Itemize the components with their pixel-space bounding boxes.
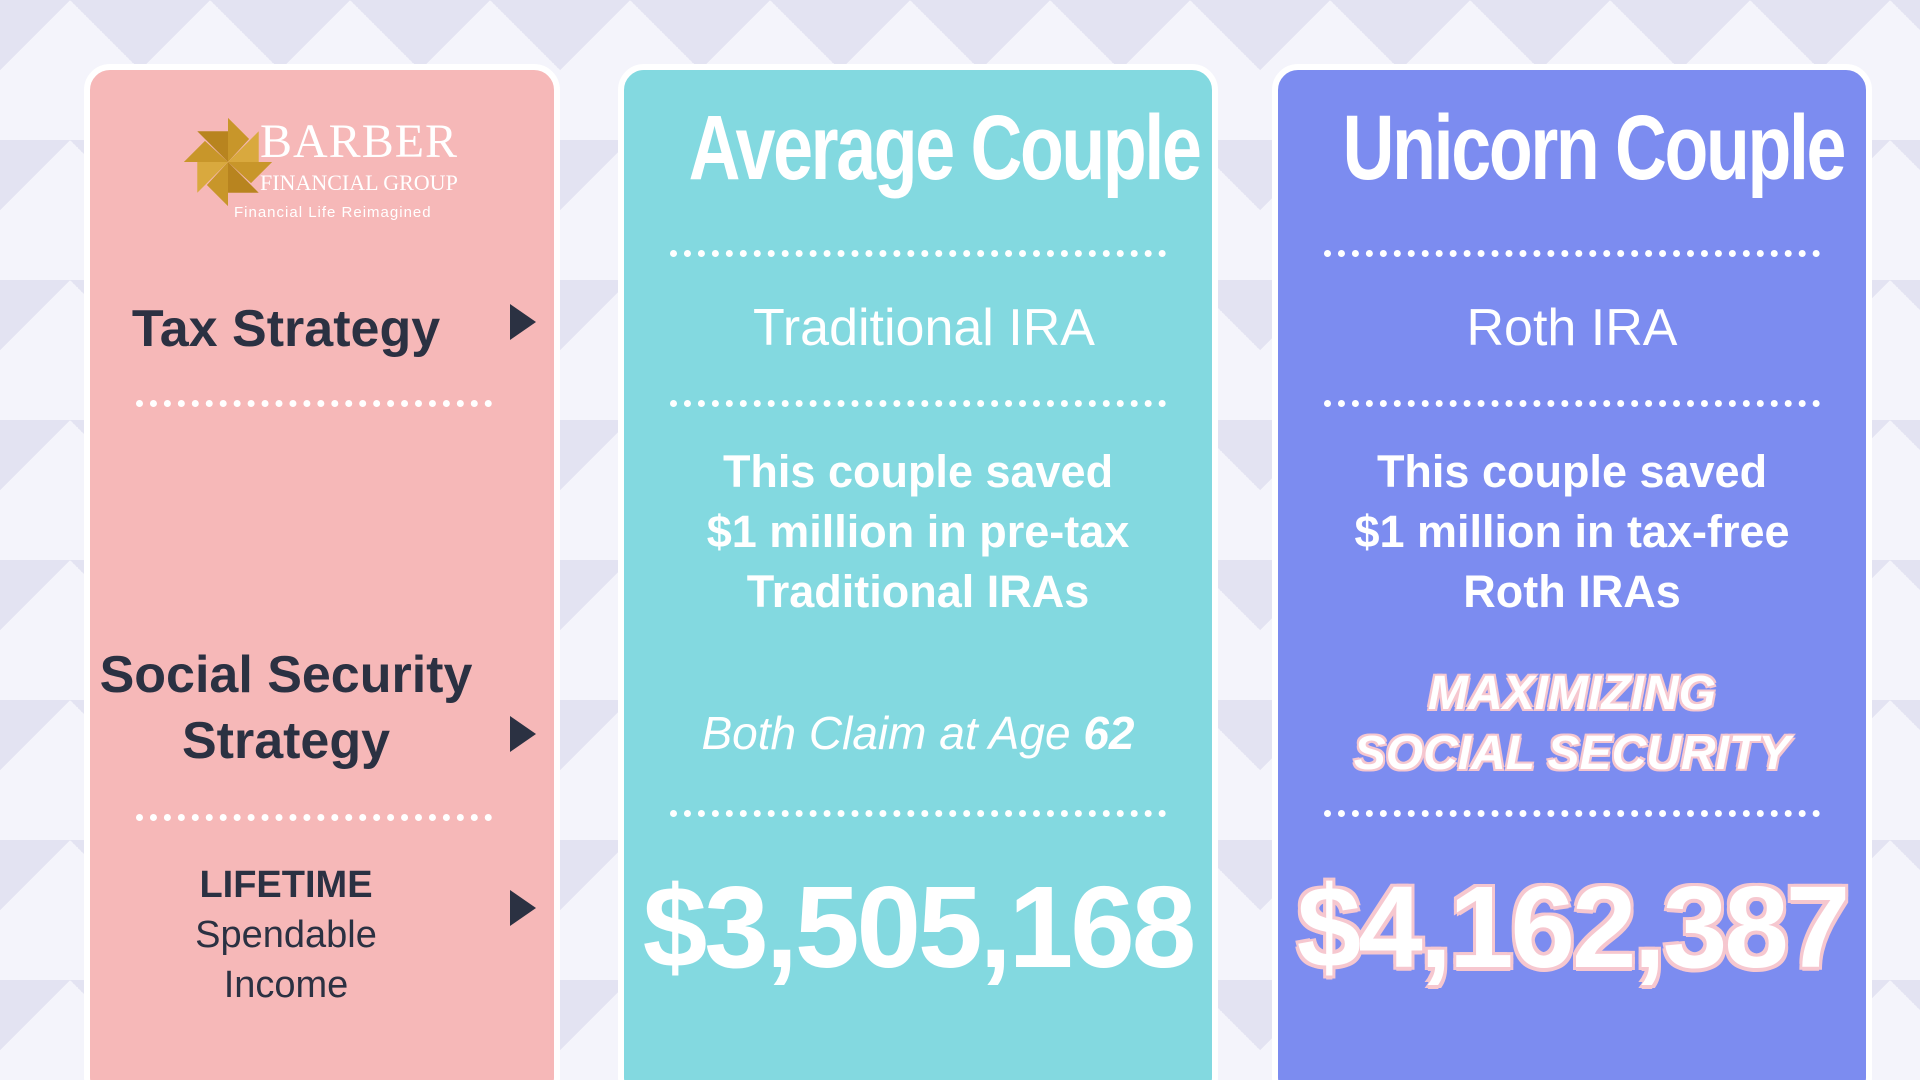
logo-subtitle: FINANCIAL GROUP (260, 170, 458, 195)
social-security-line: SOCIAL SECURITY (1353, 727, 1791, 780)
social-security-label-line1: Social Security (99, 646, 473, 704)
maximizing-social-security-text: MAXIMIZING SOCIAL SECURITY (1278, 664, 1866, 784)
logo-name: BARBER (260, 115, 459, 168)
tax-strategy-label: Tax Strategy (131, 300, 441, 358)
dotted-divider (670, 810, 1166, 817)
average-lifetime-income: $3,505,168 (642, 862, 1197, 992)
unicorn-lifetime-income: $4,162,387 (1296, 862, 1851, 992)
social-security-label: Social Security Strategy (90, 642, 482, 774)
dotted-divider (670, 250, 1166, 257)
dotted-divider (1324, 250, 1820, 257)
lifetime-income-label: LIFETIME Spendable Income (90, 860, 482, 1010)
labels-panel: BARBER FINANCIAL GROUP Financial Life Re… (84, 64, 560, 1080)
barber-logo: BARBER FINANCIAL GROUP Financial Life Re… (180, 114, 480, 244)
unicorn-savings-line3: Roth IRAs (1463, 566, 1681, 617)
lifetime-income-arrow-icon (510, 890, 536, 926)
unicorn-savings-description: This couple saved $1 million in tax-free… (1278, 442, 1866, 622)
average-couple-panel: Average Couple Traditional IRA This coup… (618, 64, 1218, 1080)
claim-age-text: Both Claim at Age 62 (624, 706, 1212, 760)
pinwheel-logo-icon (183, 117, 273, 207)
unicorn-savings-line1: This couple saved (1376, 446, 1768, 497)
average-couple-title: Average Couple (688, 97, 1202, 199)
social-security-arrow-icon (510, 716, 536, 752)
dotted-divider (670, 400, 1166, 407)
roth-ira-text: Roth IRA (1466, 299, 1678, 357)
average-savings-description: This couple saved $1 million in pre-tax … (624, 442, 1212, 622)
spendable-label: Spendable (195, 914, 377, 956)
dotted-divider (136, 400, 492, 407)
unicorn-savings-line2: $1 million in tax-free (1354, 506, 1790, 557)
unicorn-couple-title: Unicorn Couple (1342, 97, 1847, 199)
average-savings-line3: Traditional IRAs (746, 566, 1090, 617)
dotted-divider (1324, 810, 1820, 817)
tax-strategy-arrow-icon (510, 304, 536, 340)
dotted-divider (1324, 400, 1820, 407)
dotted-divider (136, 814, 492, 821)
maximizing-line: MAXIMIZING (1428, 667, 1716, 720)
claim-age-phrase: Both Claim at Age (701, 707, 1071, 759)
claim-age-value: 62 (1083, 707, 1135, 759)
income-label: Income (223, 964, 349, 1006)
unicorn-couple-panel: Unicorn Couple Roth IRA This couple save… (1272, 64, 1872, 1080)
social-security-label-line2: Strategy (181, 712, 391, 770)
lifetime-label: LIFETIME (199, 864, 373, 906)
average-savings-line1: This couple saved (722, 446, 1114, 497)
logo-tagline: Financial Life Reimagined (234, 204, 432, 221)
traditional-ira-text: Traditional IRA (753, 299, 1095, 357)
average-savings-line2: $1 million in pre-tax (706, 506, 1130, 557)
